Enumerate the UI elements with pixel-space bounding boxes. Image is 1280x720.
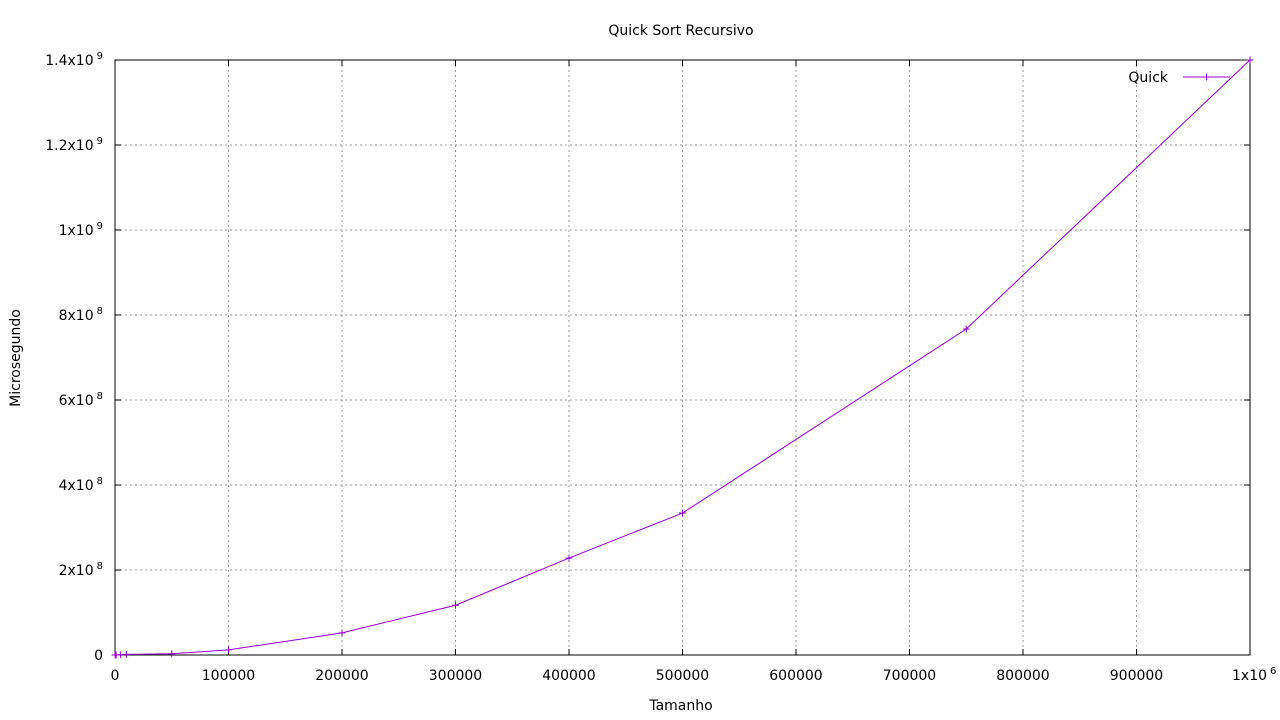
x-tick-label: 100000 xyxy=(202,668,255,684)
x-tick-label: 700000 xyxy=(883,668,936,684)
legend-marker-plus xyxy=(1203,73,1210,81)
y-tick-label: 6x10 8 xyxy=(59,391,103,409)
x-axis-label: Tamanho xyxy=(648,698,712,714)
x-tick-label: 800000 xyxy=(996,668,1049,684)
x-tick-label: 400000 xyxy=(542,668,595,684)
y-tick-label: 1.2x10 9 xyxy=(45,136,103,154)
data-point xyxy=(225,646,232,654)
y-axis-label: Microsegundo xyxy=(8,309,24,407)
x-tick-label: 600000 xyxy=(769,668,822,684)
x-tick-label: 300000 xyxy=(429,668,482,684)
data-point xyxy=(565,554,573,562)
data-point xyxy=(168,650,176,658)
y-tick-label: 4x10 8 xyxy=(59,476,103,494)
y-tick-label: 2x10 8 xyxy=(59,561,103,579)
y-tick-label: 8x10 8 xyxy=(59,306,103,324)
x-tick-label: 900000 xyxy=(1110,668,1163,684)
data-point xyxy=(122,650,130,658)
data-point xyxy=(679,509,686,517)
axis-ticks: 0 100000 200000 300000 400000 500000 600000 700… xyxy=(45,51,1276,684)
chart-title: Quick Sort Recursivo xyxy=(608,23,753,39)
legend-marker-quick xyxy=(1203,73,1210,81)
data-point xyxy=(962,325,970,333)
grid xyxy=(115,60,1250,655)
legend-label-quick: Quick xyxy=(1128,70,1168,86)
x-tick-label: 500000 xyxy=(656,668,709,684)
legend: Quick xyxy=(1128,70,1230,86)
data-point xyxy=(452,601,459,609)
x-tick-label: 200000 xyxy=(315,668,368,684)
data-point xyxy=(1246,56,1254,64)
x-tick-label: 0 xyxy=(111,668,120,684)
series-layer xyxy=(111,56,1254,659)
y-tick-label: 0 xyxy=(94,648,103,664)
y-tick-label: 1x10 9 xyxy=(59,221,103,239)
data-point xyxy=(338,629,346,637)
y-tick-label: 1.4x10 9 xyxy=(45,51,103,69)
x-tick-label: 1x10 6 xyxy=(1232,666,1276,684)
